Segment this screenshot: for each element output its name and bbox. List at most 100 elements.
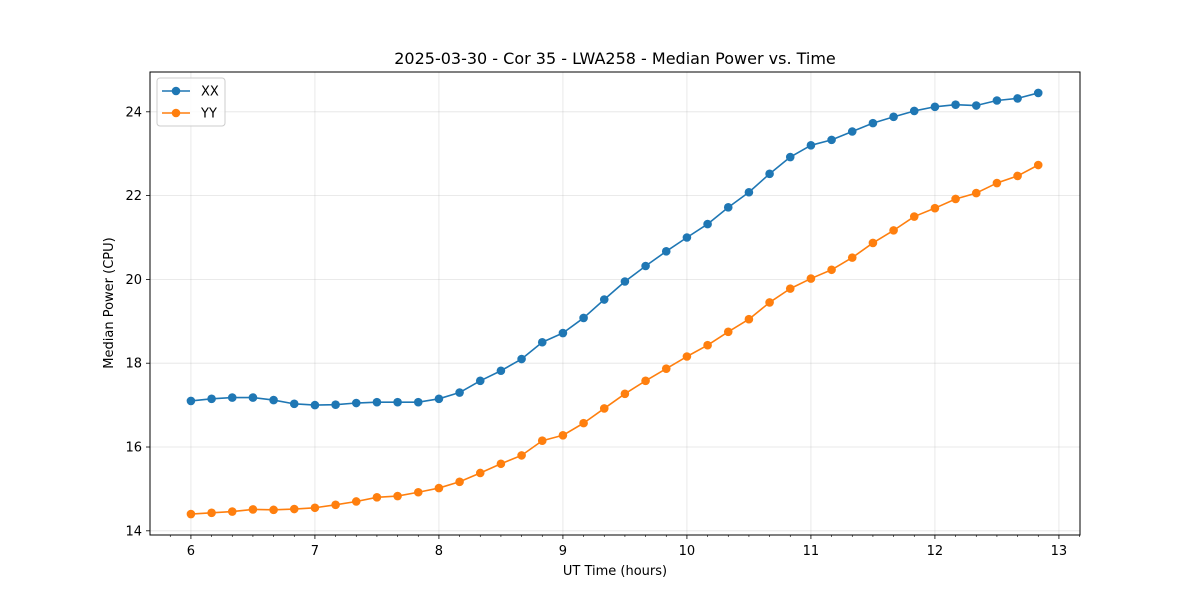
- data-point-xx: [868, 118, 878, 128]
- data-point-xx: [475, 376, 485, 386]
- data-point-yy: [455, 477, 464, 487]
- x-tick-label: 7: [311, 544, 319, 559]
- data-point-yy: [413, 487, 423, 497]
- data-point-yy: [496, 459, 506, 469]
- data-point-yy: [951, 194, 960, 204]
- data-point-yy: [930, 203, 940, 213]
- y-tick-label: 16: [125, 441, 142, 456]
- y-tick-label: 14: [125, 524, 142, 539]
- data-point-yy: [889, 226, 898, 235]
- data-point-xx: [971, 101, 981, 110]
- data-point-xx: [558, 328, 568, 338]
- data-point-xx: [289, 399, 299, 409]
- x-tick-label: 12: [927, 544, 944, 559]
- y-tick-label: 20: [125, 273, 142, 288]
- data-point-yy: [372, 492, 382, 502]
- y-axis-label: Median Power (CPU): [102, 237, 117, 368]
- data-point-yy: [1013, 171, 1022, 181]
- y-tick-label: 22: [125, 189, 142, 204]
- data-point-xx: [744, 187, 754, 197]
- chart-title: 2025-03-30 - Cor 35 - LWA258 - Median Po…: [394, 49, 836, 68]
- grid-layer: [150, 72, 1080, 535]
- legend-entries: XX YY: [162, 85, 219, 122]
- data-point-xx: [847, 127, 857, 136]
- data-point-xx: [331, 400, 340, 409]
- data-point-yy: [599, 404, 609, 413]
- data-point-xx: [517, 354, 526, 364]
- plot-frame: [149, 71, 1081, 536]
- data-point-xx: [207, 394, 216, 404]
- data-point-yy: [868, 238, 878, 248]
- data-point-yy: [248, 505, 258, 514]
- data-point-xx: [661, 247, 671, 256]
- data-point-xx: [413, 397, 423, 407]
- data-point-xx: [599, 295, 609, 304]
- data-point-yy: [331, 500, 340, 510]
- data-point-yy: [207, 508, 216, 518]
- data-point-xx: [496, 366, 506, 376]
- data-point-yy: [558, 430, 568, 440]
- data-point-yy: [847, 253, 857, 262]
- data-point-yy: [682, 352, 692, 361]
- data-point-xx: [641, 261, 650, 271]
- data-point-xx: [372, 397, 382, 407]
- data-point-xx: [682, 233, 692, 242]
- data-point-yy: [620, 389, 630, 399]
- data-point-xx: [620, 277, 630, 286]
- data-point-yy: [310, 503, 320, 513]
- data-point-xx: [703, 219, 712, 229]
- data-point-yy: [475, 468, 485, 478]
- data-point-yy: [744, 314, 754, 324]
- data-point-yy: [723, 327, 733, 337]
- data-point-yy: [289, 504, 299, 514]
- legend-label-xx: XX: [201, 85, 219, 100]
- data-point-xx: [1013, 94, 1022, 103]
- data-point-yy: [1033, 160, 1043, 170]
- x-tick-label: 8: [435, 544, 443, 559]
- data-point-yy: [971, 188, 981, 198]
- data-point-yy: [269, 505, 278, 515]
- data-point-xx: [1033, 88, 1043, 98]
- data-point-xx: [765, 169, 774, 179]
- x-tick-label: 11: [803, 544, 820, 559]
- data-point-xx: [455, 388, 464, 397]
- data-point-xx: [248, 393, 258, 402]
- legend: XX YY: [156, 77, 226, 127]
- x-tick-label: 13: [1051, 544, 1068, 559]
- data-point-xx: [930, 102, 940, 112]
- data-point-yy: [806, 274, 816, 283]
- data-point-yy: [785, 284, 795, 293]
- data-point-xx: [186, 396, 196, 406]
- series-layer: [186, 88, 1043, 519]
- x-axis-label: UT Time (hours): [563, 564, 667, 579]
- y-tick-label: 18: [125, 357, 142, 372]
- data-point-yy: [227, 507, 237, 516]
- data-point-xx: [889, 112, 898, 122]
- data-point-yy: [517, 451, 526, 460]
- x-tick-label: 9: [559, 544, 567, 559]
- data-point-yy: [579, 418, 588, 428]
- x-tick-label: 6: [187, 544, 195, 559]
- data-point-yy: [992, 178, 1002, 188]
- data-point-yy: [909, 212, 919, 221]
- data-point-yy: [186, 509, 196, 519]
- data-point-xx: [723, 203, 733, 212]
- data-point-yy: [765, 298, 774, 307]
- data-point-xx: [537, 337, 547, 347]
- data-point-yy: [703, 340, 712, 350]
- data-point-xx: [992, 96, 1002, 105]
- data-point-yy: [393, 491, 402, 501]
- data-point-yy: [641, 376, 650, 386]
- data-point-xx: [909, 106, 919, 116]
- legend-label-yy: YY: [200, 107, 217, 122]
- data-point-yy: [351, 497, 361, 506]
- data-point-yy: [661, 364, 671, 373]
- x-tick-label: 10: [679, 544, 696, 559]
- data-point-xx: [806, 141, 816, 150]
- legend-marker-yy: [171, 108, 181, 118]
- data-point-yy: [537, 436, 547, 446]
- data-point-xx: [579, 313, 588, 323]
- data-point-xx: [951, 100, 960, 109]
